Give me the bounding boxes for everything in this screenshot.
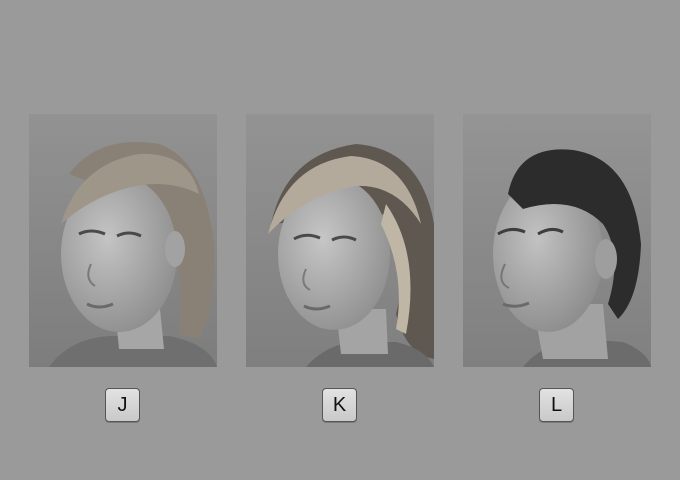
face-photo-l-image (463, 114, 651, 367)
face-photo-j-image (29, 114, 217, 367)
response-key-l[interactable]: L (539, 388, 574, 422)
face-photo-l[interactable] (463, 114, 651, 367)
response-key-j[interactable]: J (105, 388, 140, 422)
face-photo-k-image (246, 114, 434, 367)
face-photo-j[interactable] (29, 114, 217, 367)
response-key-k[interactable]: K (322, 388, 357, 422)
face-photo-k[interactable] (246, 114, 434, 367)
